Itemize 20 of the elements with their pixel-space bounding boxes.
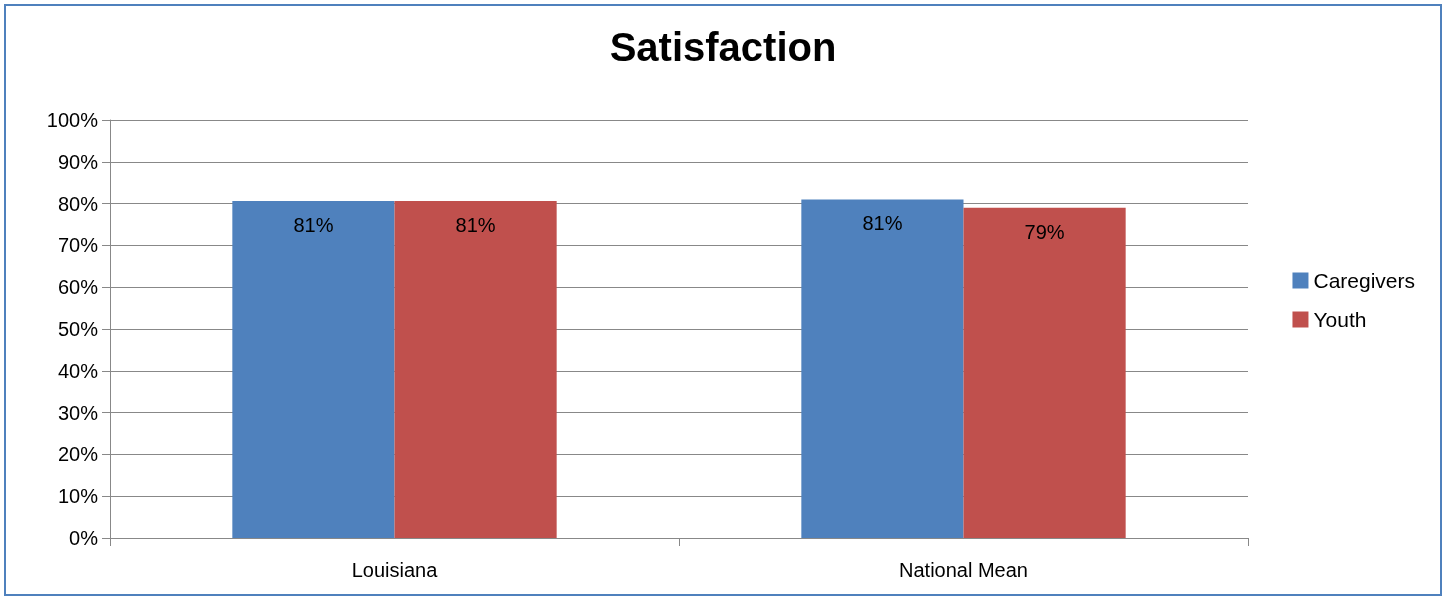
data-label: 81% — [455, 214, 496, 237]
data-label: 79% — [1024, 220, 1065, 243]
chart-title: Satisfaction — [609, 25, 837, 69]
y-tick-label: 50% — [57, 318, 99, 340]
y-tick-label: 60% — [57, 276, 99, 299]
legend-label: Caregivers — [1313, 269, 1416, 292]
data-label: 81% — [293, 214, 334, 237]
x-tick-label: Louisiana — [351, 559, 439, 581]
x-tick-label: National Mean — [899, 559, 1028, 581]
y-tick-label: 100% — [46, 109, 99, 131]
y-tick-label: 80% — [57, 192, 99, 215]
y-tick-label: 0% — [69, 527, 99, 549]
y-tick-label: 20% — [57, 443, 99, 466]
y-tick-label: 70% — [57, 234, 99, 257]
y-tick-label: 10% — [57, 485, 99, 508]
y-tick-label: 30% — [57, 401, 99, 424]
y-tick-label: 90% — [57, 150, 99, 173]
y-tick-label: 40% — [57, 359, 99, 382]
data-label: 81% — [862, 212, 903, 235]
legend-label: Youth — [1313, 308, 1367, 331]
